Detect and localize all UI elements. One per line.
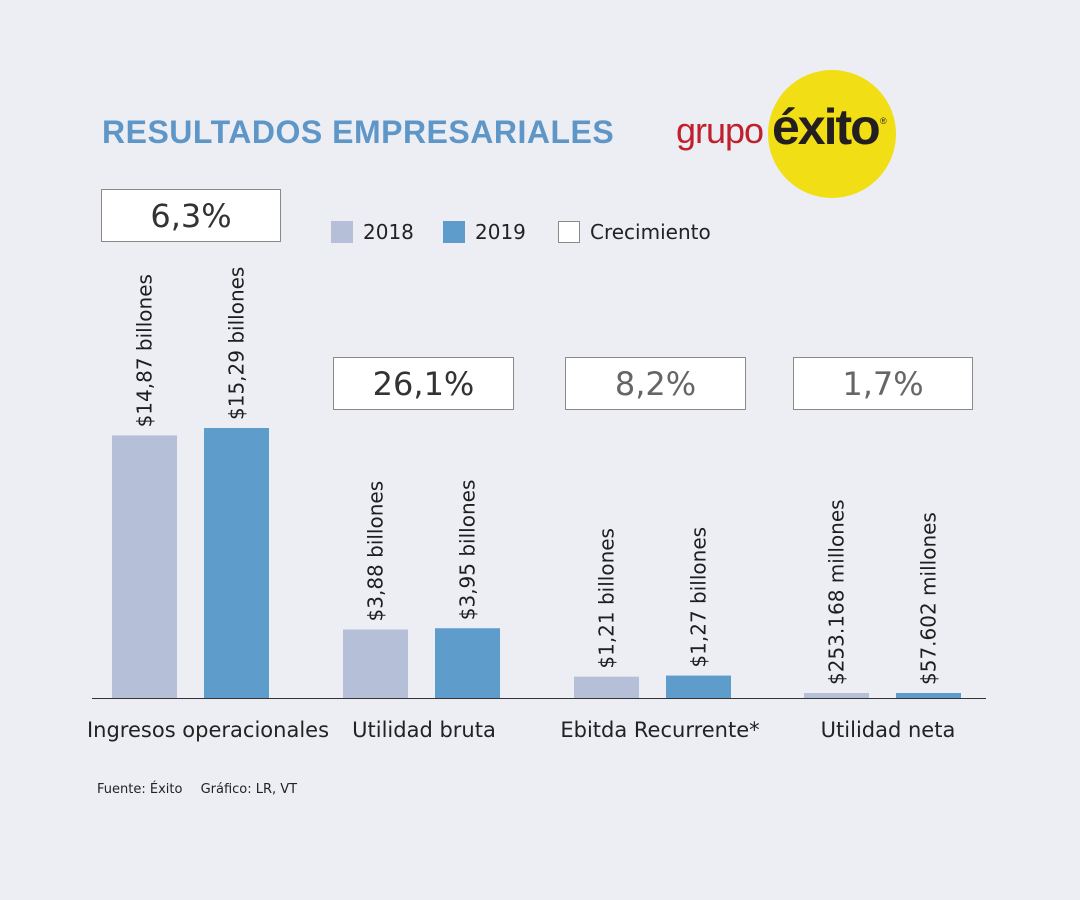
bar-utilidad-bruta-2018 xyxy=(343,629,408,698)
logo-registered-mark: ® xyxy=(880,116,887,126)
logo-brand-text: éxito xyxy=(772,99,881,155)
category-label-utilidad-bruta: Utilidad bruta xyxy=(352,718,496,742)
source-grafico: Gráfico: LR, VT xyxy=(200,782,298,797)
value-label-ebitda-2018: $1,21 billones xyxy=(595,528,619,669)
bar-ingresos-2019 xyxy=(204,428,269,698)
value-label-utilidad-bruta-2018: $3,88 billones xyxy=(364,481,388,622)
value-label-ingresos-2018: $14,87 billones xyxy=(133,274,157,427)
value-label-utilidad-bruta-2019: $3,95 billones xyxy=(456,480,480,621)
legend-item-crecimiento: Crecimiento xyxy=(558,218,711,246)
grupo-exito-logo: grupo éxito ® xyxy=(672,70,932,200)
legend-label-crecimiento: Crecimiento xyxy=(590,220,711,244)
source-note: Fuente: Éxito Gráfico: LR, VT xyxy=(97,782,311,797)
bar-utilidad-neta-2019 xyxy=(896,693,961,698)
legend-label-2018: 2018 xyxy=(363,220,414,244)
value-label-ingresos-2019: $15,29 billones xyxy=(225,267,249,420)
legend-swatch-2018 xyxy=(331,221,353,243)
bar-ebitda-2019 xyxy=(666,675,731,698)
growth-box-utilidad-bruta: 26,1% xyxy=(333,357,514,410)
bar-utilidad-neta-2018 xyxy=(804,693,869,698)
growth-box-ebitda: 8,2% xyxy=(565,357,746,410)
legend-item-2019: 2019 xyxy=(443,218,526,246)
value-label-utilidad-neta-2019: $57.602 millones xyxy=(917,512,941,685)
logo-yellow-circle xyxy=(768,70,896,198)
chart-title: RESULTADOS EMPRESARIALES xyxy=(102,114,615,150)
bar-ingresos-2018 xyxy=(112,435,177,698)
growth-box-utilidad-neta: 1,7% xyxy=(793,357,973,410)
value-label-utilidad-neta-2018: $253.168 millones xyxy=(825,499,849,685)
legend-label-2019: 2019 xyxy=(475,220,526,244)
category-label-utilidad-neta: Utilidad neta xyxy=(820,718,956,742)
legend-item-2018: 2018 xyxy=(331,218,414,246)
legend-swatch-2019 xyxy=(443,221,465,243)
category-label-ebitda: Ebitda Recurrente* xyxy=(560,718,760,742)
logo-grupo-text: grupo xyxy=(676,110,764,151)
category-label-ingresos: Ingresos operacionales xyxy=(86,718,330,742)
bar-utilidad-bruta-2019 xyxy=(435,628,500,698)
bar-ebitda-2018 xyxy=(574,676,639,698)
legend-swatch-crecimiento xyxy=(558,221,580,243)
value-label-ebitda-2019: $1,27 billones xyxy=(687,527,711,668)
source-fuente: Fuente: Éxito xyxy=(97,782,183,797)
growth-box-ingresos: 6,3% xyxy=(101,189,281,242)
